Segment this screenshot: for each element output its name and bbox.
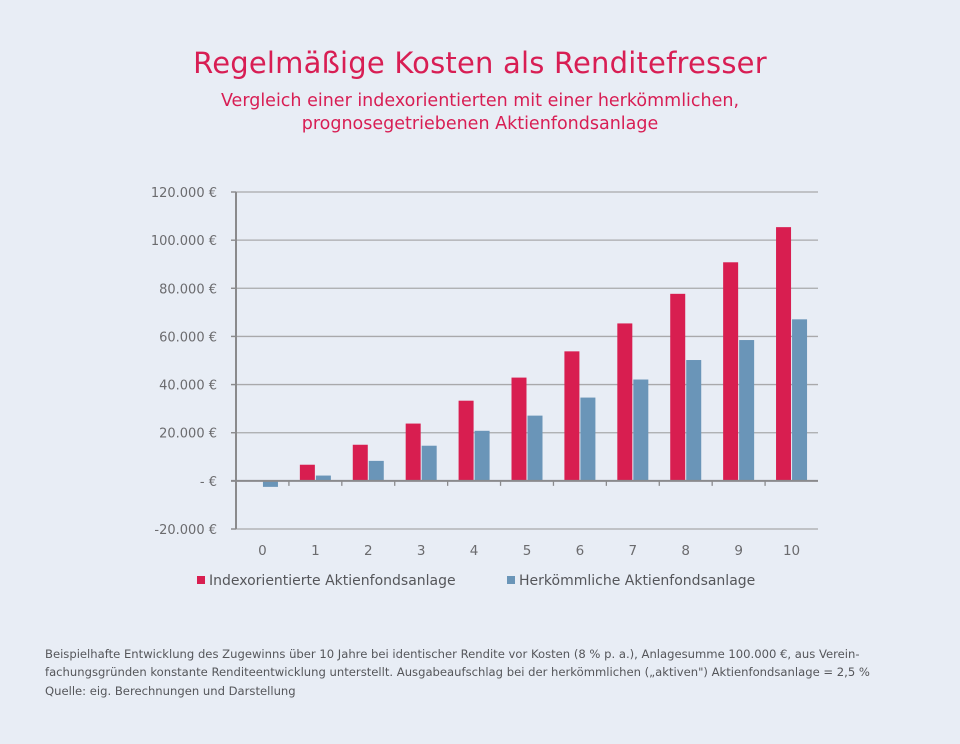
bar-index	[299, 464, 315, 481]
bar-chart: -20.000 € - € 20.000 € 40.000 € 60.000 € 80.0…	[151, 186, 818, 589]
y-axis-labels: -20.000 € - € 20.000 € 40.000 € 60.000 € 80.0…	[151, 186, 217, 538]
legend-item: Herkömmliche Aktienfondsanlage	[507, 573, 755, 589]
chart-subtitle: Vergleich einer indexorientierten mit ei…	[0, 90, 960, 136]
footnote-line-1: Beispielhafte Entwicklung des Zugewinns …	[45, 647, 860, 661]
y-tick-label: 100.000 €	[151, 234, 217, 249]
y-tick-label: -20.000 €	[154, 523, 217, 538]
y-tick-label: 20.000 €	[159, 427, 217, 442]
bar-active	[368, 460, 384, 481]
x-axis-labels: 0 1 2 3 4 5 6 7 8 9 10	[258, 543, 800, 559]
bar-index	[511, 377, 527, 481]
chart-title: Regelmäßige Kosten als Renditefresser	[193, 46, 767, 80]
bar-index	[670, 293, 686, 481]
x-tick-label: 6	[576, 543, 585, 559]
y-tick-label: 40.000 €	[159, 379, 217, 394]
x-tick-label: 5	[523, 543, 532, 559]
bar-active	[739, 340, 755, 481]
bar-active	[421, 445, 437, 481]
bar-index	[564, 351, 580, 481]
legend-label: Indexorientierte Aktienfondsanlage	[209, 573, 456, 589]
x-tick-label: 1	[311, 543, 320, 559]
legend-label: Herkömmliche Aktienfondsanlage	[519, 573, 755, 589]
x-tick-label: 0	[258, 543, 267, 559]
bar-index	[723, 262, 739, 481]
legend-swatch-active	[507, 576, 515, 584]
x-tick-label: 8	[681, 543, 690, 559]
x-tick-label: 4	[470, 543, 479, 559]
axes	[231, 191, 818, 530]
footnote: Beispielhafte Entwicklung des Zugewinns …	[45, 646, 925, 681]
x-tick-label: 2	[364, 543, 373, 559]
bar-active	[262, 480, 278, 487]
x-tick-label: 3	[417, 543, 426, 559]
bar-active	[527, 415, 543, 481]
subtitle-line-2: prognosegetriebenen Aktienfondsanlage	[301, 114, 659, 134]
bar-index	[405, 423, 421, 481]
legend-swatch-index	[197, 576, 205, 584]
bar-index	[617, 323, 633, 481]
bar-active	[474, 430, 490, 481]
x-tick-label: 7	[629, 543, 638, 559]
bar-index	[458, 400, 474, 481]
y-tick-label: 80.000 €	[159, 282, 217, 297]
x-tick-label: 10	[783, 543, 800, 559]
bars	[262, 227, 808, 487]
subtitle-line-1: Vergleich einer indexorientierten mit ei…	[220, 91, 740, 111]
bar-active	[686, 360, 702, 481]
bar-index	[352, 444, 368, 481]
legend: Indexorientierte Aktienfondsanlage Herköm…	[197, 573, 755, 589]
y-tick-label: - €	[200, 475, 217, 490]
bar-active	[580, 397, 596, 481]
legend-item: Indexorientierte Aktienfondsanlage	[197, 573, 456, 589]
footnote-line-2: fachungsgründen konstante Renditeentwick…	[45, 664, 870, 679]
y-tick-label: 120.000 €	[151, 186, 217, 201]
bar-active	[633, 379, 649, 481]
bar-active	[792, 319, 808, 481]
bar-index	[776, 227, 792, 481]
source-note: Quelle: eig. Berechnungen und Darstellun…	[45, 684, 296, 698]
y-tick-label: 60.000 €	[159, 330, 217, 345]
bar-active	[315, 475, 331, 481]
x-tick-label: 9	[734, 543, 743, 559]
